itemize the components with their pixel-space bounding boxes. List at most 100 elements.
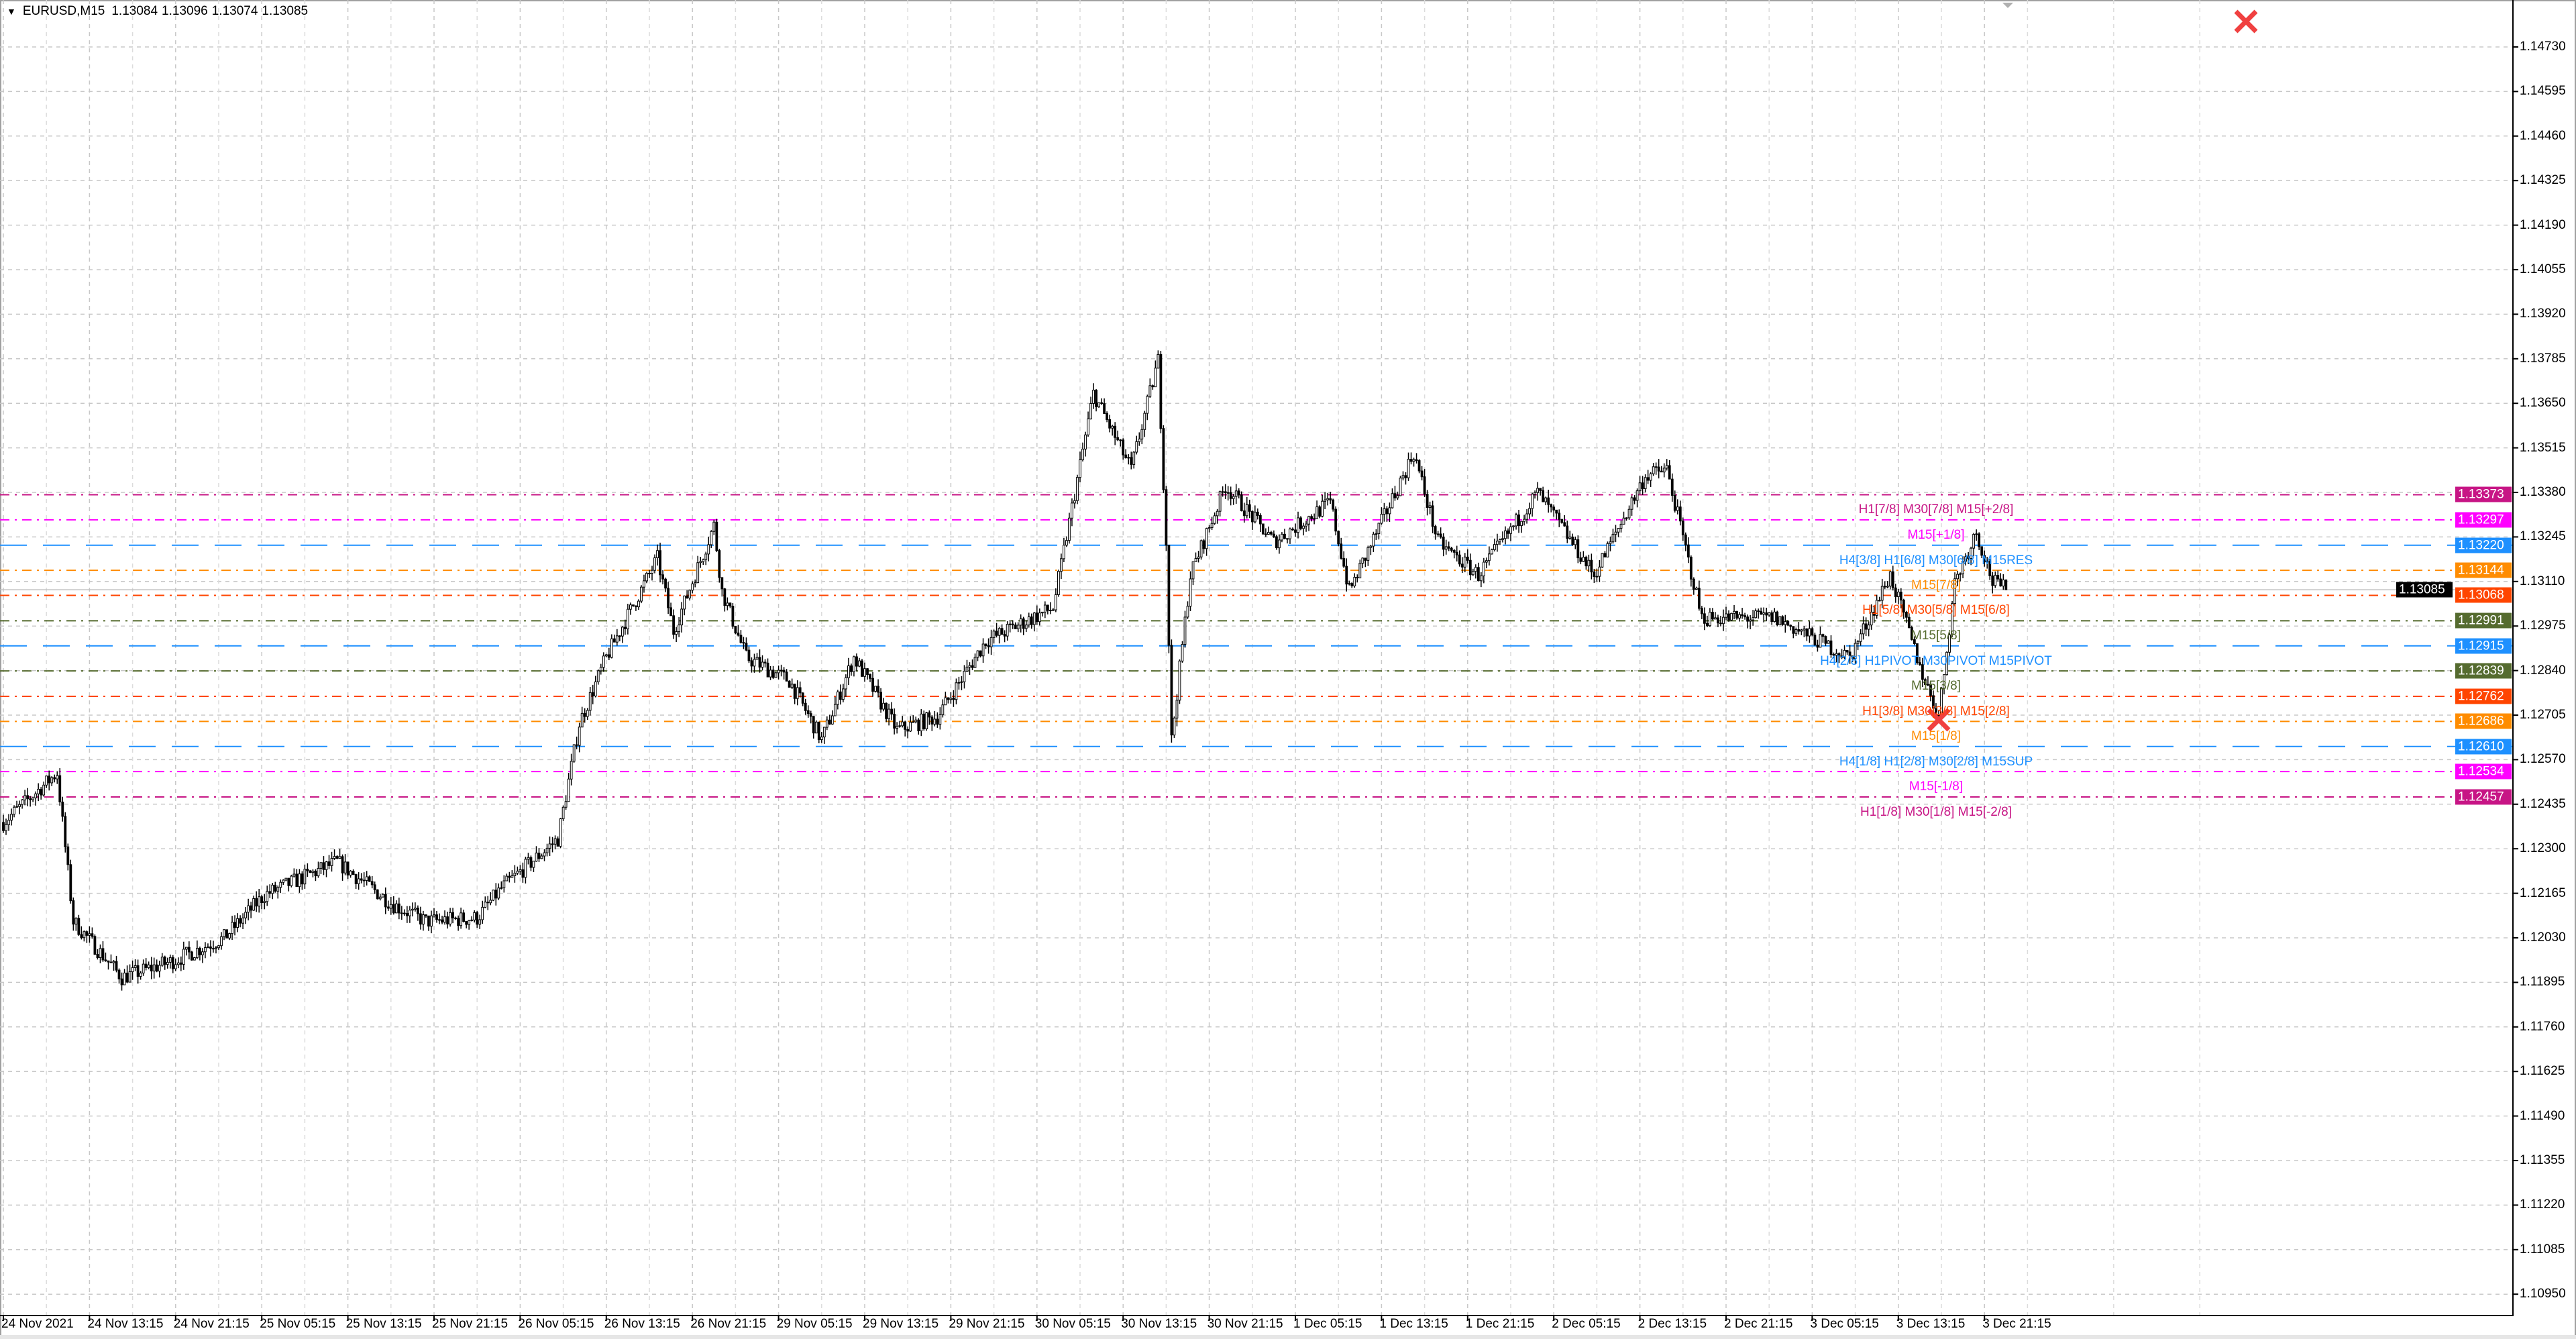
- candle-bear: [508, 875, 511, 878]
- level-label: M15[-1/8]: [1909, 780, 1964, 794]
- candle-bull: [694, 582, 697, 584]
- candle-bear: [1237, 490, 1240, 496]
- candle-bear: [812, 716, 815, 734]
- close-icon[interactable]: [1927, 708, 1951, 732]
- candle-bear: [1983, 555, 1986, 563]
- candle-bull: [1218, 491, 1222, 512]
- candle-bear: [91, 933, 94, 937]
- candle-bull: [37, 788, 40, 794]
- candle-bull: [1307, 516, 1310, 525]
- candle-bear: [1436, 533, 1440, 535]
- candle-bull: [34, 793, 38, 798]
- candle-bull: [599, 667, 602, 672]
- candle-bear: [1547, 497, 1550, 505]
- candle-bear: [1996, 575, 2000, 580]
- candle-bull: [532, 861, 535, 868]
- candle-bear: [750, 660, 753, 667]
- candle-bull: [1380, 514, 1383, 524]
- candle-bear: [618, 635, 621, 637]
- candle-bear: [314, 870, 317, 877]
- candle-bull: [83, 931, 86, 939]
- candle-bull: [1232, 496, 1235, 499]
- candle-bear: [1603, 553, 1607, 557]
- candle-bear: [77, 918, 80, 935]
- candle-bear: [1417, 460, 1421, 472]
- candle-bear: [659, 550, 661, 576]
- candle-bull: [333, 856, 336, 859]
- candle-bull: [1092, 390, 1095, 404]
- candle-bull: [2002, 579, 2005, 587]
- candle-bear: [1466, 556, 1469, 561]
- candle-bear: [987, 645, 990, 647]
- candle-bear: [360, 878, 363, 881]
- candle-bull: [968, 665, 971, 667]
- candle-bear: [861, 660, 863, 677]
- candle-bull: [680, 608, 684, 626]
- candle-bear: [1550, 504, 1553, 508]
- candle-bear: [1991, 575, 1994, 586]
- dropdown-triangle-icon[interactable]: ▼: [7, 6, 16, 17]
- candle-bull: [298, 873, 301, 888]
- time-tick-label: 3 Dec 13:15: [1896, 1317, 1966, 1331]
- candle-bear: [1450, 547, 1453, 551]
- candle-bull: [1412, 459, 1415, 462]
- candle-bull: [822, 727, 826, 738]
- candle-bear: [1046, 604, 1049, 611]
- candle-bull: [1305, 523, 1307, 527]
- candle-bear: [1095, 390, 1097, 407]
- candle-bull: [726, 602, 729, 606]
- candle-bear: [669, 607, 673, 617]
- candle-bear: [1727, 613, 1730, 621]
- candle-bear: [405, 912, 409, 916]
- candle-bull: [1245, 504, 1248, 517]
- candle-bear: [1452, 549, 1456, 553]
- candle-bear: [1229, 492, 1232, 499]
- price-tick-label: 1.12435: [2520, 796, 2566, 811]
- time-tick-label: 24 Nov 21:15: [173, 1317, 250, 1331]
- candle-bull: [1024, 625, 1028, 629]
- candle-bull: [160, 957, 164, 966]
- candle-bear: [1337, 531, 1340, 545]
- candle-bull: [1157, 354, 1160, 369]
- candle-bull: [774, 672, 777, 678]
- candle-bull: [981, 643, 985, 657]
- chart-shift-icon[interactable]: [2002, 3, 2013, 8]
- close-icon[interactable]: [2234, 9, 2258, 34]
- candle-bear: [1907, 617, 1911, 629]
- candle-bear: [806, 710, 810, 714]
- candle-bull: [1234, 490, 1238, 497]
- candle-bull: [572, 744, 576, 762]
- candle-bull: [1665, 465, 1668, 469]
- candle-bull: [567, 778, 570, 802]
- candle-bull: [710, 531, 713, 545]
- candle-bull: [1071, 502, 1073, 519]
- candle-bear: [1770, 612, 1774, 623]
- candle-bear: [1678, 506, 1682, 522]
- candle-bear: [661, 574, 664, 580]
- candle-bear: [117, 969, 121, 979]
- candle-bull: [1970, 547, 1973, 559]
- candle-bull: [1377, 523, 1381, 535]
- candle-bear: [1332, 499, 1335, 510]
- candles: [2, 350, 2008, 991]
- candle-bear: [109, 961, 113, 963]
- price-tick-label: 1.11355: [2520, 1153, 2565, 1167]
- candle-bull: [1068, 517, 1071, 541]
- candle-bear: [686, 595, 689, 598]
- candle-bear: [1167, 545, 1171, 646]
- candle-bull: [231, 922, 233, 934]
- candle-bull: [1504, 530, 1507, 539]
- candle-bear: [1689, 556, 1693, 580]
- price-tick-label: 1.13515: [2520, 440, 2566, 455]
- candle-bull: [1515, 514, 1517, 527]
- candle-bear: [80, 934, 83, 939]
- candle-bull: [1210, 523, 1214, 528]
- candle-bear: [1385, 508, 1389, 515]
- candle-bull: [1862, 623, 1865, 635]
- candle-bear: [1692, 578, 1695, 590]
- candle-bull: [330, 858, 333, 866]
- candle-bear: [187, 947, 191, 953]
- candle-bull: [1138, 438, 1141, 442]
